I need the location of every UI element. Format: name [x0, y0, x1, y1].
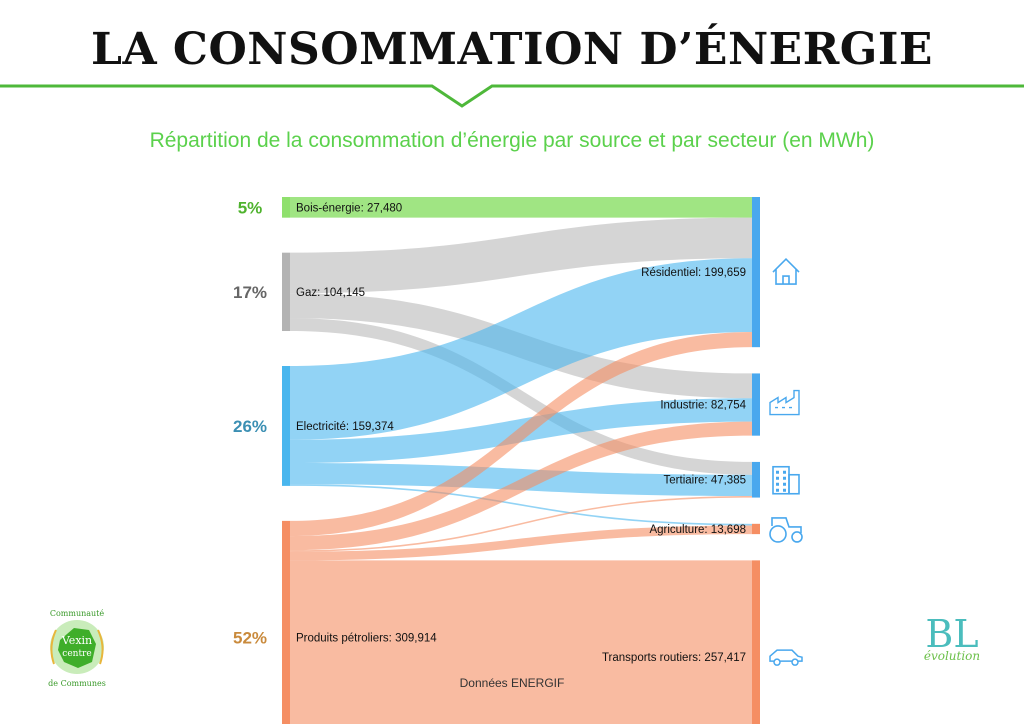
target-node-agriculture — [752, 523, 760, 535]
flow-bois-to-residentiel — [290, 197, 752, 218]
flow-petrole-to-agriculture — [290, 525, 752, 561]
car-icon — [769, 649, 803, 666]
flow-electricite-to-agriculture — [290, 484, 752, 526]
bl-evolution-logo: BL évolution — [912, 615, 992, 663]
target-label-tertiaire: Tertiaire: 47,385 — [664, 475, 746, 487]
logo-text-communaute: Communauté — [50, 609, 105, 618]
target-node-residentiel — [752, 197, 760, 348]
target-label-industrie: Industrie: 82,754 — [660, 400, 746, 412]
target-label-agriculture: Agriculture: 13,698 — [649, 524, 746, 536]
logo-text-centre: centre — [62, 649, 91, 659]
target-label-transports: Transports routiers: 257,417 — [602, 652, 746, 664]
source-percent-bois: 5% — [238, 198, 263, 217]
source-label-bois: Bois-énergie: 27,480 — [296, 202, 402, 214]
target-node-tertiaire — [752, 461, 760, 498]
factory-icon — [769, 389, 800, 416]
logo-bl-text: BL — [925, 612, 979, 656]
source-label-gaz: Gaz: 104,145 — [296, 287, 365, 299]
target-node-transports — [752, 560, 760, 724]
flow-petrole-to-industrie — [290, 421, 752, 551]
vexin-centre-logo: Vexin centre Communauté de Communes — [34, 604, 120, 690]
source-node-bois — [282, 197, 290, 218]
logo-text-de-communes: de Communes — [48, 679, 106, 688]
flow-petrole-to-residentiel — [290, 332, 752, 537]
sankey-links — [290, 197, 752, 724]
source-label-petrole: Produits pétroliers: 309,914 — [296, 632, 437, 644]
flow-petrole-to-transports — [290, 560, 752, 724]
tractor-icon — [769, 517, 803, 543]
target-label-residentiel: Résidentiel: 199,659 — [641, 267, 746, 279]
flow-gaz-to-residentiel — [290, 217, 752, 294]
source-node-petrole — [282, 520, 290, 724]
chart-subtitle: Répartition de la consommation d’énergie… — [149, 129, 875, 152]
source-label-electricite: Electricité: 159,374 — [296, 421, 394, 433]
source-node-gaz — [282, 252, 290, 332]
office-building-icon — [772, 465, 800, 495]
source-node-electricite — [282, 366, 290, 486]
flow-electricite-to-residentiel — [290, 258, 752, 440]
logo-evolution-text: évolution — [923, 649, 981, 663]
source-percent-gaz: 17% — [233, 283, 267, 302]
flow-petrole-to-tertiaire — [290, 496, 752, 552]
logo-text-vexin: Vexin — [61, 634, 92, 647]
house-icon — [772, 257, 800, 285]
page-title: LA CONSOMMATION D’ÉNERGIE — [91, 24, 933, 75]
source-percent-electricite: 26% — [233, 417, 267, 436]
data-source-note: Données ENERGIF — [459, 676, 565, 690]
flow-gaz-to-tertiaire — [290, 318, 752, 475]
source-percent-petrole: 52% — [233, 628, 267, 647]
target-node-industrie — [752, 373, 760, 436]
